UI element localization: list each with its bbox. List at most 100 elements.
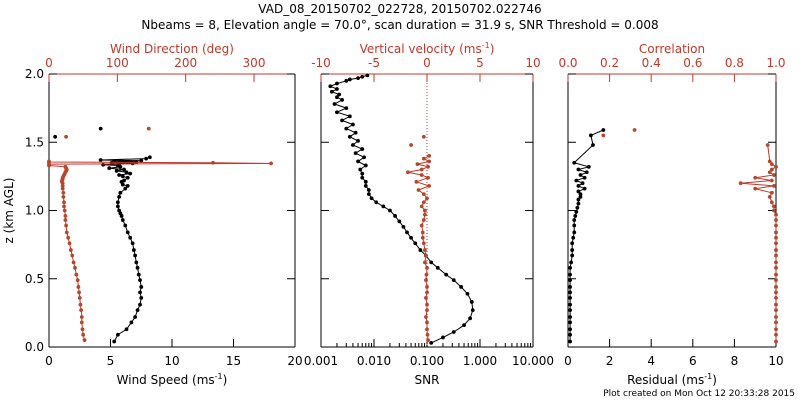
data-point [335, 95, 339, 100]
data-point [68, 248, 73, 252]
panel-2: 0.001 0.010 0.100 1.000 10.000 -10 -5 0 5 10 SNR Ve… [304, 41, 554, 387]
data-point [125, 175, 130, 180]
data-point [414, 179, 419, 184]
data-point [139, 295, 144, 300]
data-point [584, 170, 589, 175]
data-point [347, 134, 352, 139]
series-snr [328, 73, 475, 345]
bottom-tick-label: 1.000 [463, 354, 497, 368]
series-wind-direction [47, 159, 273, 343]
data-point [405, 230, 409, 235]
data-point [70, 253, 75, 258]
data-point [568, 308, 572, 313]
data-point [576, 189, 581, 194]
data-point [578, 192, 583, 197]
data-point [337, 92, 342, 97]
data-point [340, 98, 344, 102]
data-point [421, 218, 426, 222]
data-point [98, 126, 103, 131]
data-point [774, 332, 778, 337]
series-vertical-velocity [406, 154, 432, 343]
data-point [114, 169, 119, 173]
data-point [124, 170, 129, 175]
data-point [459, 285, 464, 289]
data-point [576, 201, 581, 206]
data-point [115, 200, 120, 205]
plot-created-footer: Plot created on Mon Oct 12 20:33:28 2015 [603, 389, 795, 399]
data-point [351, 122, 355, 127]
data-point [419, 223, 424, 228]
data-point [568, 272, 572, 277]
data-point [61, 190, 66, 195]
data-point [426, 338, 430, 343]
data-point [53, 134, 58, 139]
data-point [632, 128, 637, 132]
figure-title-line1: VAD_08_20150702_022728, 20150702.022746 [258, 2, 541, 16]
data-point [774, 285, 778, 289]
data-point [144, 156, 149, 161]
data-point [62, 204, 66, 209]
data-point [77, 290, 81, 295]
data-point [363, 184, 368, 188]
data-point [769, 190, 774, 195]
data-point [360, 147, 365, 151]
bottom-tick-label: 10 [164, 354, 179, 368]
data-point [465, 291, 470, 296]
data-point [125, 230, 130, 235]
data-point [133, 253, 138, 258]
data-point [47, 159, 51, 164]
y-tick-label: 1.0 [25, 204, 44, 218]
data-point [774, 253, 778, 258]
data-point [120, 218, 125, 222]
data-point [568, 332, 572, 337]
top-tick-label: 100 [106, 56, 129, 70]
data-point [374, 200, 379, 205]
bottom-tick-label: 8 [731, 354, 739, 368]
data-point [79, 320, 84, 325]
data-point [572, 160, 577, 165]
data-point [115, 332, 120, 337]
data-point [462, 323, 466, 328]
data-point [576, 184, 581, 188]
data-point [568, 302, 572, 307]
data-point [79, 308, 84, 313]
data-point [424, 295, 428, 300]
data-point [81, 332, 86, 337]
data-point [360, 171, 365, 176]
data-point [365, 73, 370, 78]
data-point [422, 208, 427, 213]
data-point [133, 315, 138, 319]
data-point [381, 204, 386, 209]
top-tick-label: 0.6 [683, 56, 702, 70]
data-point [568, 295, 572, 300]
data-point [601, 128, 606, 132]
data-point [573, 214, 578, 218]
data-point [421, 156, 426, 161]
data-point [135, 308, 140, 313]
series-vertical-velocity-isolated- [409, 134, 426, 147]
data-point [128, 235, 133, 240]
data-point [269, 161, 273, 166]
data-point [351, 143, 355, 147]
data-point [388, 208, 392, 213]
data-point [774, 241, 778, 246]
y-tick-label: 1.5 [25, 135, 44, 149]
data-point [335, 87, 339, 91]
panel-3: 0 2 4 6 8 10 0.0 0.2 0.4 0.6 0.8 1.0 Residual (ms-1)… [558, 42, 785, 387]
data-point [64, 223, 68, 228]
bottom-tick-label: 4 [647, 354, 655, 368]
top-axis-label: Vertical velocity (ms-1) [360, 41, 495, 56]
data-point [115, 204, 120, 209]
data-point [63, 164, 68, 169]
data-point [64, 134, 68, 139]
series-correlation [738, 143, 778, 344]
data-point [769, 167, 774, 172]
data-point [568, 315, 572, 319]
data-point [363, 179, 368, 184]
data-point [767, 170, 772, 175]
top-tick-label: -5 [368, 56, 380, 70]
data-point [418, 248, 423, 252]
data-point [580, 181, 585, 186]
data-point [413, 241, 418, 246]
data-point [568, 339, 572, 344]
